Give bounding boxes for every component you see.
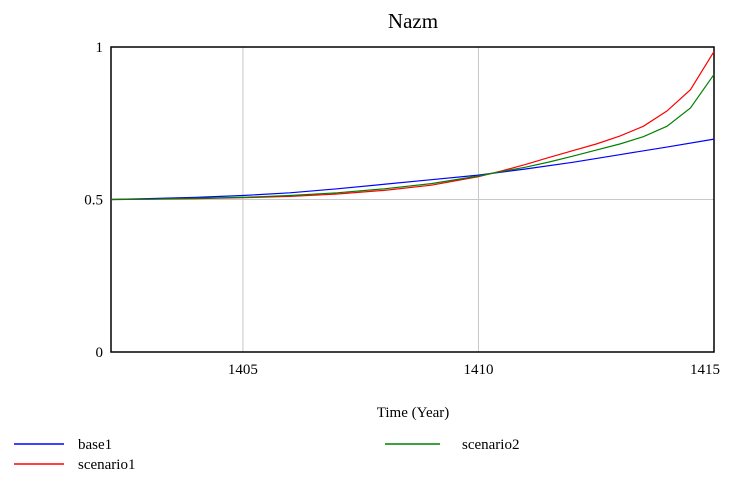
x-tick-label: 1415 [690, 362, 720, 378]
y-tick-label: 1 [96, 40, 104, 56]
chart-title: Nazm [388, 9, 438, 33]
series-line-scenario1 [110, 51, 715, 201]
x-axis-ticks: 1405 1410 1415 [228, 362, 720, 378]
legend-label: base1 [78, 437, 112, 453]
legend-label: scenario2 [462, 437, 519, 453]
series-layer [110, 51, 715, 201]
grid-lines [111, 47, 714, 352]
x-axis-label: Time (Year) [377, 405, 450, 421]
legend: base1 scenario1 scenario2 [14, 437, 519, 473]
legend-item-scenario2: scenario2 [385, 437, 519, 453]
legend-item-base1: base1 [14, 437, 112, 453]
series-line-base1 [110, 138, 715, 201]
legend-label: scenario1 [78, 457, 135, 473]
y-tick-label: 0 [96, 345, 104, 361]
y-tick-label: 0.5 [84, 193, 103, 209]
x-tick-label: 1405 [228, 362, 258, 378]
legend-item-scenario1: scenario1 [14, 457, 135, 473]
series-line-scenario2 [110, 74, 715, 201]
x-tick-label: 1410 [463, 362, 493, 378]
y-axis-ticks: 00.51 [84, 40, 103, 361]
